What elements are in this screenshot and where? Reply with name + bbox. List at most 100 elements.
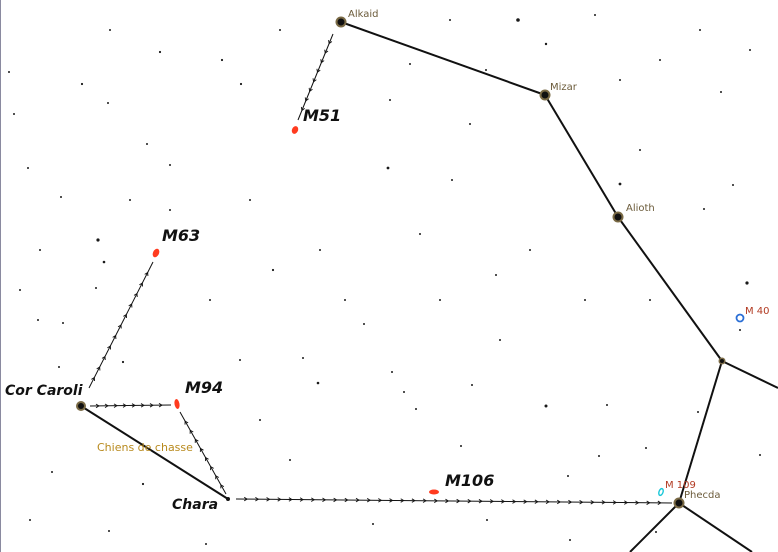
pointer-tick [333, 497, 338, 503]
pointer-tick [140, 403, 145, 408]
field-star [739, 329, 741, 331]
pointer-tick [112, 334, 117, 340]
field-star [39, 249, 41, 251]
pointer-tick [104, 403, 109, 408]
pointer-tick [523, 499, 528, 504]
galaxy-m106-marker[interactable] [429, 489, 439, 495]
pointer-tick [255, 496, 260, 502]
label-mizar: Mizar [550, 82, 578, 93]
pointer-tick [501, 499, 506, 504]
field-star [569, 539, 571, 541]
field-star [146, 143, 148, 145]
star-mizar-marker[interactable] [539, 89, 551, 101]
field-star [415, 408, 417, 410]
label-constellation: Chiens de chasse [97, 441, 193, 454]
pointer-tick [101, 355, 106, 361]
left-border [0, 0, 1, 552]
field-star [239, 82, 243, 86]
label-cor-caroli: Cor Caroli [5, 383, 83, 399]
pointer-tick [308, 87, 313, 93]
pointer-tick [91, 376, 96, 382]
pointer-tick [96, 366, 101, 371]
field-star [19, 289, 21, 291]
field-star [544, 404, 548, 408]
star-chara-marker[interactable] [226, 497, 230, 501]
pointer-tick [316, 68, 321, 74]
field-star [749, 49, 751, 51]
label-m94: M94 [185, 378, 223, 397]
cluster-m40-marker[interactable] [735, 313, 745, 323]
star-phecda-marker[interactable] [673, 497, 685, 509]
pointer-tick [117, 324, 122, 329]
field-star [169, 209, 171, 211]
label-m40: M 40 [745, 306, 770, 317]
pointer-tick [122, 403, 127, 408]
labels: Alkaid Mizar Alioth Phecda Cor Caroli Ch… [5, 9, 770, 513]
pointer-tick [590, 500, 595, 505]
line-mizar-alioth [544, 94, 619, 218]
field-star [567, 475, 569, 477]
pointer-tick [210, 465, 214, 471]
field-star [485, 69, 487, 71]
field-star [158, 50, 162, 54]
pointer-tick [288, 497, 293, 502]
pointer-tick [534, 499, 539, 504]
star-alkaid-marker[interactable] [335, 16, 347, 28]
field-star [403, 391, 405, 393]
galaxies [151, 125, 745, 497]
field-star [699, 29, 701, 31]
galaxy-m51-marker[interactable] [291, 125, 300, 135]
label-chara: Chara [172, 497, 218, 513]
label-m109: M 109 [665, 480, 696, 491]
field-star [169, 164, 171, 166]
line-corcaroli-chara [80, 405, 229, 500]
line-phecda-merak [629, 502, 680, 552]
label-alkaid: Alkaid [348, 9, 379, 20]
star-cor-caroli-marker[interactable] [76, 401, 86, 411]
field-star [121, 360, 125, 364]
pointer-tick [194, 438, 199, 443]
line-alioth-megrez [617, 216, 723, 362]
field-star [451, 179, 453, 181]
pointer-tick [322, 497, 327, 502]
field-star [618, 182, 622, 186]
pointer-tick [311, 497, 316, 502]
field-star [486, 519, 488, 521]
field-star [58, 366, 60, 368]
pointer-tick [312, 78, 317, 83]
pointer-tick [568, 499, 573, 505]
line-megrez-phecda [678, 360, 723, 504]
label-m63: M63 [162, 226, 200, 245]
field-star [289, 459, 291, 461]
field-star [499, 339, 501, 341]
pointer-tick [456, 498, 461, 504]
field-star [302, 357, 304, 359]
pointer-tick [205, 456, 209, 462]
pointer-tick [612, 500, 617, 505]
galaxy-m63-marker[interactable] [151, 248, 160, 259]
pointer-tick [624, 500, 629, 505]
galaxy-m94-marker[interactable] [174, 399, 181, 410]
field-star [109, 29, 111, 31]
field-star [319, 249, 321, 251]
pointer-tick [355, 497, 360, 503]
galaxy-m109-marker[interactable] [658, 487, 664, 497]
field-star [655, 531, 657, 533]
field-star [8, 71, 10, 73]
field-star [732, 184, 734, 186]
star-alioth-marker[interactable] [612, 211, 624, 223]
pointer-tick [128, 303, 133, 308]
pointer-tick [113, 403, 118, 408]
field-star [745, 281, 749, 285]
pointer-tick [411, 498, 416, 503]
field-star [27, 167, 29, 169]
pointer-tick [215, 475, 220, 480]
field-star [95, 287, 97, 289]
field-star [598, 455, 600, 457]
star-megrez-marker[interactable] [718, 357, 726, 365]
pointer-tick [445, 498, 450, 504]
pointer-tick [277, 497, 282, 502]
label-phecda: Phecda [684, 490, 721, 501]
field-star [271, 268, 275, 272]
